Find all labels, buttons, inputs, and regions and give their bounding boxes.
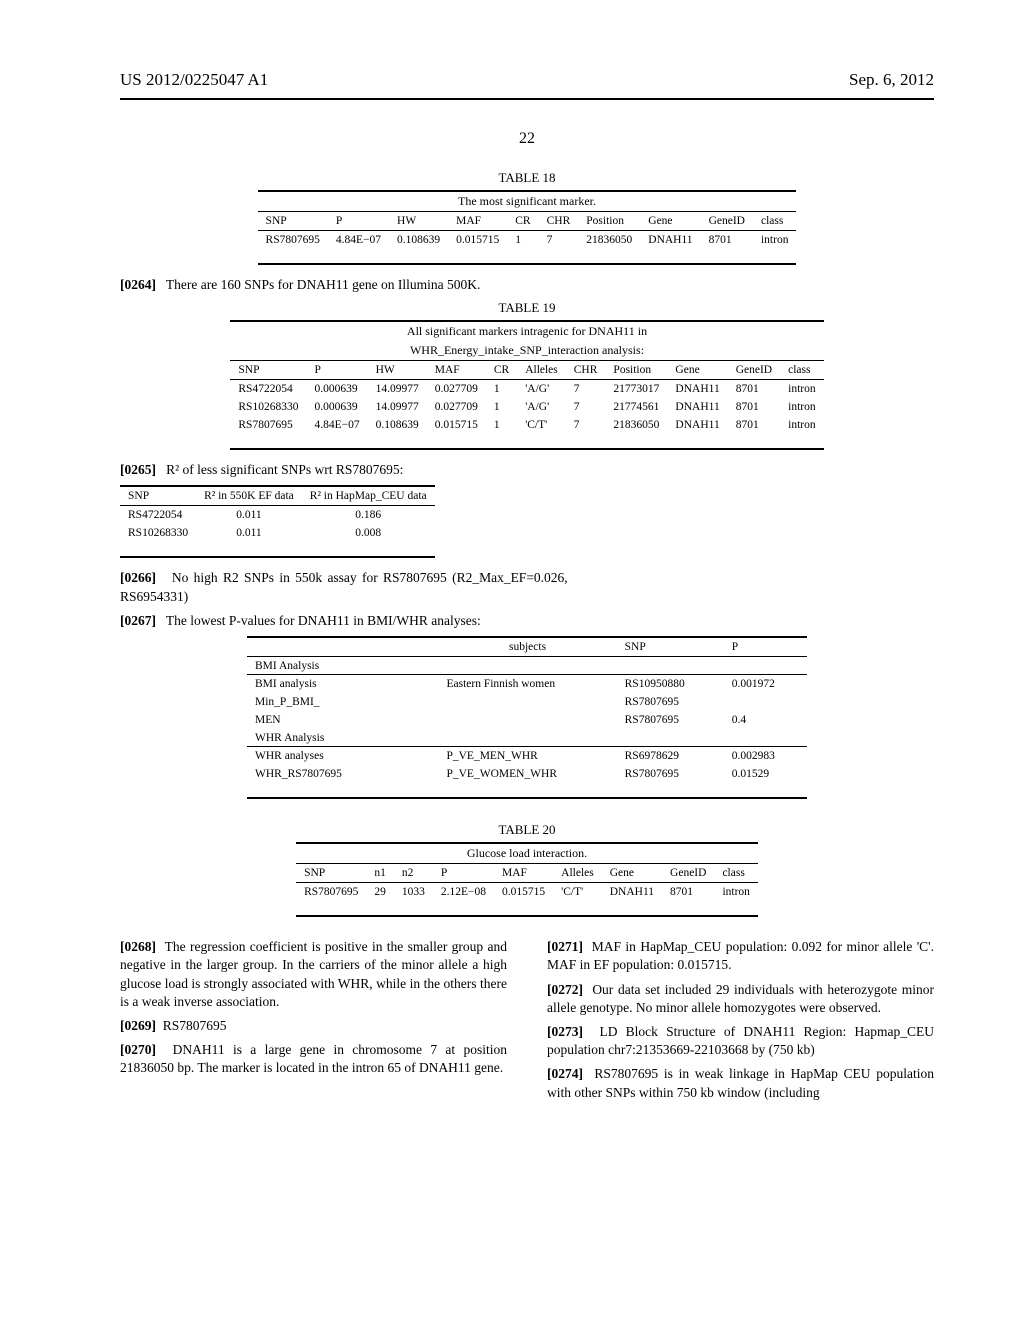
para-0268: [0268] The regression coefficient is pos…: [120, 938, 507, 1011]
col-maf: MAF: [448, 212, 507, 231]
col-cr: CR: [507, 212, 538, 231]
table-row: WHR analysesP_VE_MEN_WHRRS69786290.00298…: [247, 747, 807, 766]
table-row: RS10268330 0.011 0.008: [120, 524, 435, 542]
para-text: The lowest P-values for DNAH11 in BMI/WH…: [166, 613, 481, 628]
para-num: [0264]: [120, 277, 156, 292]
page-header: US 2012/0225047 A1 Sep. 6, 2012: [120, 70, 934, 90]
table-18-caption: TABLE 18: [120, 170, 934, 186]
table-row: RS78076954.84E−070.1086390.0157151'C/T'7…: [230, 416, 823, 434]
section-label: WHR Analysis: [247, 729, 807, 747]
para-text: R² of less significant SNPs wrt RS780769…: [166, 462, 403, 477]
patent-id: US 2012/0225047 A1: [120, 70, 268, 90]
two-column-body: [0268] The regression coefficient is pos…: [120, 932, 934, 1108]
para-num: [0266]: [120, 570, 156, 585]
para-0272: [0272] Our data set included 29 individu…: [547, 981, 934, 1017]
para-text: No high R2 SNPs in 550k assay for RS7807…: [120, 570, 568, 603]
table-row: BMI analysisEastern Finnish womenRS10950…: [247, 675, 807, 694]
table-row: MENRS78076950.4: [247, 711, 807, 729]
col-gene: Gene: [640, 212, 700, 231]
section-label: BMI Analysis: [247, 657, 807, 675]
table-bmi-block: subjects SNP P BMI Analysis BMI analysis…: [120, 636, 934, 804]
table-row: SNP R² in 550K EF data R² in HapMap_CEU …: [120, 487, 435, 506]
table-row: WHR_RS7807695P_VE_WOMEN_WHRRS78076950.01…: [247, 765, 807, 783]
para-0267: [0267] The lowest P-values for DNAH11 in…: [120, 612, 568, 630]
col-p: P: [328, 212, 389, 231]
table-row: RS7807695 29 1033 2.12E−08 0.015715 'C/T…: [296, 883, 758, 902]
table-20-subtitle: Glucose load interaction.: [296, 844, 758, 864]
para-0266: [0266] No high R2 SNPs in 550k assay for…: [120, 569, 568, 605]
table-row: SNP P HW MAF CR CHR Position Gene GeneID…: [258, 212, 797, 231]
left-column: [0268] The regression coefficient is pos…: [120, 932, 507, 1108]
page-number: 22: [120, 130, 934, 148]
table-r2-block: SNP R² in 550K EF data R² in HapMap_CEU …: [120, 485, 934, 563]
header-rule: [120, 98, 934, 100]
table-20-block: TABLE 20 Glucose load interaction. SNP n…: [120, 822, 934, 922]
para-0274: [0274] RS7807695 is in weak linkage in H…: [547, 1065, 934, 1101]
para-num: [0265]: [120, 462, 156, 477]
table-row: RS7807695 4.84E−07 0.108639 0.015715 1 7…: [258, 231, 797, 250]
para-0270: [0270] DNAH11 is a large gene in chromos…: [120, 1041, 507, 1077]
para-text: There are 160 SNPs for DNAH11 gene on Il…: [166, 277, 480, 292]
table-row: Min_P_BMI_RS7807695: [247, 693, 807, 711]
table-bmi: subjects SNP P BMI Analysis BMI analysis…: [247, 638, 807, 783]
table-r2: SNP R² in 550K EF data R² in HapMap_CEU …: [120, 487, 435, 542]
col-chr: CHR: [539, 212, 579, 231]
col-class: class: [753, 212, 796, 231]
table-18-block: TABLE 18 The most significant marker. SN…: [120, 170, 934, 270]
table-18-subtitle: The most significant marker.: [258, 192, 797, 212]
table-19: All significant markers intragenic for D…: [230, 322, 823, 434]
para-num: [0267]: [120, 613, 156, 628]
table-20-caption: TABLE 20: [120, 822, 934, 838]
table-19-sub2: WHR_Energy_intake_SNP_interaction analys…: [230, 341, 823, 361]
table-18: The most significant marker. SNP P HW MA…: [258, 192, 797, 249]
col-snp: SNP: [258, 212, 328, 231]
table-row: RS102683300.00063914.099770.0277091'A/G'…: [230, 398, 823, 416]
para-0269: [0269] RS7807695: [120, 1017, 507, 1035]
col-pos: Position: [578, 212, 640, 231]
para-0265: [0265] R² of less significant SNPs wrt R…: [120, 461, 568, 479]
table-20: Glucose load interaction. SNP n1 n2 P MA…: [296, 844, 758, 901]
table-row: SNP n1 n2 P MAF Alleles Gene GeneID clas…: [296, 864, 758, 883]
right-column: [0271] MAF in HapMap_CEU population: 0.0…: [547, 932, 934, 1108]
table-row: RS47220540.00063914.099770.0277091'A/G'7…: [230, 380, 823, 399]
table-row: RS4722054 0.011 0.186: [120, 506, 435, 525]
col-geneid: GeneID: [701, 212, 753, 231]
para-0271: [0271] MAF in HapMap_CEU population: 0.0…: [547, 938, 934, 974]
col-hw: HW: [389, 212, 448, 231]
table-19-block: TABLE 19 All significant markers intrage…: [120, 300, 934, 455]
table-19-caption: TABLE 19: [120, 300, 934, 316]
page: US 2012/0225047 A1 Sep. 6, 2012 22 TABLE…: [0, 0, 1024, 1148]
para-0264: [0264] There are 160 SNPs for DNAH11 gen…: [120, 276, 568, 294]
table-19-sub1: All significant markers intragenic for D…: [230, 322, 823, 341]
publication-date: Sep. 6, 2012: [849, 70, 934, 90]
table-row: subjects SNP P: [247, 638, 807, 657]
table-row: SNP P HW MAF CR Alleles CHR Position Gen…: [230, 361, 823, 380]
para-0273: [0273] LD Block Structure of DNAH11 Regi…: [547, 1023, 934, 1059]
